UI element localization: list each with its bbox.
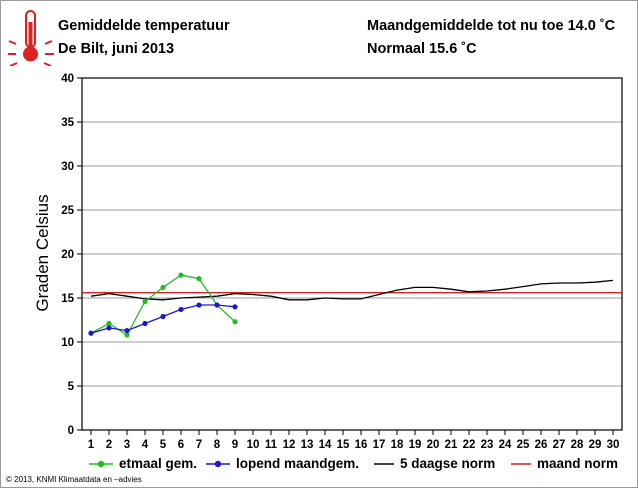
x-tick-label-28: 28	[571, 439, 584, 451]
legend-item-etmaal: etmaal gem.	[88, 456, 197, 471]
point-lopend-7	[196, 302, 202, 308]
point-etmaal-2	[106, 320, 112, 327]
x-tick-label-18: 18	[391, 439, 404, 451]
legend-item-lopend: lopend maandgem.	[205, 456, 359, 471]
x-tick-label-2: 2	[106, 439, 112, 451]
x-tick-label-14: 14	[319, 439, 332, 451]
point-lopend-2	[106, 325, 112, 331]
x-tick-label-15: 15	[337, 439, 350, 451]
y-axis-title: Graden Celsius	[33, 194, 52, 312]
y-tick-label-35: 35	[61, 117, 74, 129]
copyright-text: © 2013, KNMI Klimaatdata en –advies	[6, 475, 142, 484]
x-tick-label-13: 13	[301, 439, 314, 451]
legend-swatch-etmaal	[89, 460, 113, 467]
month-average-text: Maandgemiddelde tot nu toe 14.0 ˚C	[367, 18, 616, 34]
x-tick-label-24: 24	[499, 439, 512, 451]
point-lopend-6	[178, 306, 184, 313]
x-tick-label-16: 16	[355, 439, 368, 451]
x-tick-label-8: 8	[214, 439, 221, 451]
point-lopend-5	[160, 313, 166, 320]
x-tick-label-17: 17	[373, 439, 386, 451]
chart-title: Gemiddelde temperatuur	[58, 18, 230, 34]
legend-swatch-lopend	[206, 460, 230, 467]
chart-subtitle: De Bilt, juni 2013	[58, 41, 175, 57]
x-tick-label-29: 29	[589, 439, 602, 451]
y-tick-label-40: 40	[61, 73, 74, 85]
point-lopend-3	[124, 327, 130, 334]
legend-label-lopend: lopend maandgem.	[236, 456, 360, 471]
point-etmaal-4	[142, 298, 148, 305]
x-tick-label-3: 3	[124, 439, 130, 451]
x-tick-label-22: 22	[463, 439, 476, 451]
legend-swatch-norm5	[374, 462, 394, 465]
x-tick-label-23: 23	[481, 439, 494, 451]
legend-label-maandnorm: maand norm	[537, 456, 619, 471]
point-etmaal-3	[124, 332, 130, 338]
y-tick-label-30: 30	[61, 161, 74, 173]
y-tick-label-15: 15	[61, 293, 74, 305]
x-tick-label-4: 4	[142, 439, 149, 451]
point-etmaal-9	[232, 319, 238, 325]
x-tick-label-12: 12	[283, 439, 296, 451]
x-tick-label-11: 11	[265, 439, 278, 451]
x-tick-label-30: 30	[607, 439, 620, 451]
point-etmaal-7	[196, 276, 202, 282]
x-tick-label-6: 6	[178, 439, 184, 451]
normal-text: Normaal 15.6 ˚C	[367, 41, 477, 57]
x-tick-label-5: 5	[160, 439, 167, 451]
y-tick-label-25: 25	[61, 205, 74, 217]
series-line-norm5	[90, 279, 614, 301]
point-etmaal-5	[160, 284, 166, 291]
series-line-lopend	[90, 304, 236, 334]
point-etmaal-6	[178, 272, 184, 278]
x-tick-label-25: 25	[517, 439, 530, 451]
x-tick-label-10: 10	[247, 439, 260, 451]
x-tick-label-9: 9	[232, 439, 238, 451]
point-lopend-9	[232, 304, 238, 310]
point-lopend-8	[214, 302, 220, 308]
x-tick-label-7: 7	[196, 439, 202, 451]
x-tick-label-27: 27	[553, 439, 566, 451]
legend: etmaal gem. lopend maandgem. 5 daagse no…	[0, 456, 638, 476]
point-lopend-4	[142, 320, 148, 327]
point-lopend-1	[88, 330, 94, 336]
x-tick-label-1: 1	[88, 439, 95, 451]
legend-label-norm5: 5 daagse norm	[400, 456, 496, 471]
thermometer-icon	[8, 10, 54, 66]
x-tick-label-20: 20	[427, 439, 440, 451]
y-tick-label-10: 10	[61, 337, 74, 349]
x-tick-label-26: 26	[535, 439, 548, 451]
legend-item-maandnorm: maand norm	[510, 456, 618, 471]
x-tick-label-21: 21	[445, 439, 458, 451]
legend-swatch-maandnorm	[511, 462, 531, 465]
plot-area	[81, 77, 623, 431]
legend-item-norm5: 5 daagse norm	[373, 456, 495, 471]
legend-label-etmaal: etmaal gem.	[119, 456, 198, 471]
x-tick-label-19: 19	[409, 439, 422, 451]
y-tick-label-20: 20	[61, 249, 74, 261]
y-tick-label-5: 5	[68, 381, 75, 393]
y-tick-label-0: 0	[68, 425, 74, 437]
